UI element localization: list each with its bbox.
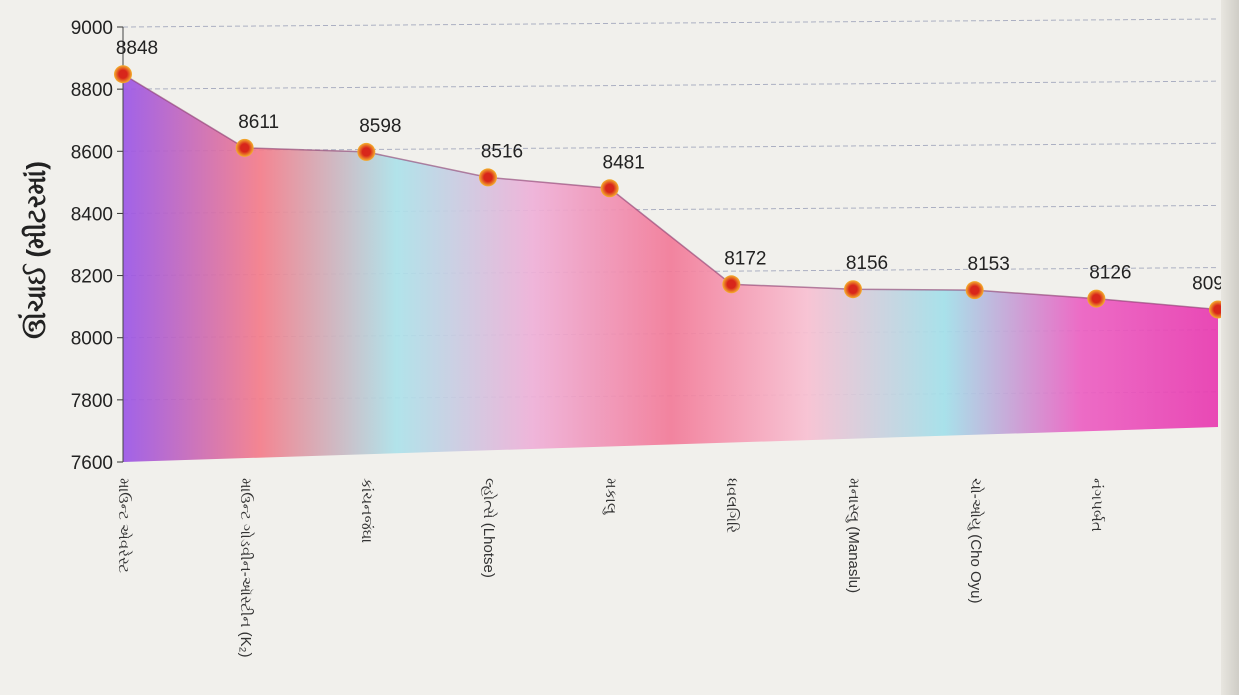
y-axis-label-text: ઊંચાઈ (મીટરમાં)	[21, 161, 52, 339]
category-label: મનાસ્લુ (Manaslu)	[845, 478, 862, 594]
y-tick-label: 7600	[71, 453, 113, 474]
category-label: માઉન્ટ એવરેસ્ટ	[115, 478, 132, 574]
category-label: કાંચનજંઘા	[358, 478, 376, 544]
data-point-core	[240, 143, 249, 152]
y-tick-label: 7800	[71, 391, 113, 412]
data-point-core	[727, 280, 736, 289]
category-label: ચો-ઓયુ (Cho Oyu)	[966, 478, 984, 604]
data-label: 8153	[968, 254, 1010, 275]
category-label: ધવલગિરિ	[723, 478, 741, 534]
data-label: 8848	[116, 38, 158, 59]
y-axis-label: ઊંચાઈ (મીટરમાં)	[2, 150, 72, 350]
gridline	[122, 142, 1219, 152]
data-point-core	[970, 286, 979, 295]
gridline	[122, 204, 1219, 214]
gridline	[122, 80, 1219, 90]
data-point-core	[484, 173, 492, 182]
data-label: 8516	[481, 141, 523, 162]
data-label: 8481	[603, 152, 645, 173]
data-label: 8156	[846, 253, 888, 274]
y-tick-label: 8000	[71, 329, 113, 350]
page-edge	[1221, 0, 1239, 695]
y-tick-label: 9000	[71, 18, 113, 39]
data-label: 8598	[359, 116, 401, 137]
data-point-core	[605, 184, 614, 193]
data-label: 8126	[1089, 263, 1131, 284]
data-point-core	[849, 285, 857, 294]
data-point-core	[119, 70, 127, 79]
data-label: 809	[1192, 273, 1224, 294]
category-label: માઉન્ટ ગોડવીન-ઑસ્ટીન (K₂)	[236, 478, 254, 658]
y-tick-label: 8800	[71, 80, 113, 101]
data-point-core	[362, 147, 371, 156]
category-label: લ્હોત્સે (Lhotse)	[480, 478, 497, 578]
y-tick-label: 8200	[71, 267, 113, 288]
data-label: 8611	[238, 112, 279, 133]
series-line	[122, 73, 1219, 311]
area-series	[123, 74, 1218, 462]
gridline	[122, 18, 1219, 28]
data-label: 8172	[724, 248, 766, 269]
data-point-core	[1092, 294, 1101, 303]
y-tick-label: 8600	[71, 142, 113, 163]
y-tick-label: 8400	[71, 204, 113, 225]
category-label: મકાલુ	[601, 478, 619, 515]
data-point-core	[1214, 305, 1222, 314]
category-label: નંગપર્બત	[1088, 478, 1106, 532]
